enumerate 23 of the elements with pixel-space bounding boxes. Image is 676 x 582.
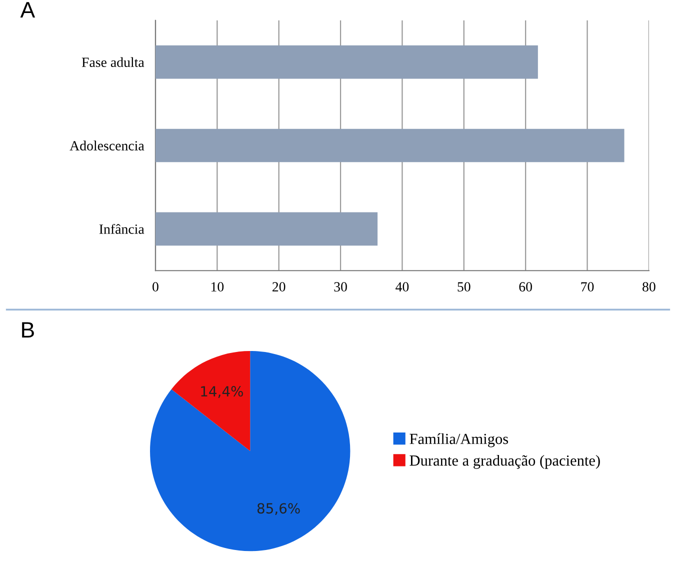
bar bbox=[155, 212, 378, 246]
x-tick-label: 70 bbox=[581, 282, 594, 292]
bar bbox=[155, 45, 538, 79]
y-tick-label: Infância bbox=[99, 224, 144, 234]
x-tick-label: 0 bbox=[152, 282, 158, 292]
x-tick-label: 40 bbox=[396, 282, 409, 292]
pie-slice bbox=[150, 350, 350, 552]
x-tick-label: 20 bbox=[272, 282, 286, 292]
legend-label: Família/Amigos bbox=[410, 433, 508, 448]
chart-title: A bbox=[20, 2, 36, 18]
data-label: 85,6% bbox=[257, 503, 300, 516]
y-tick-label: Fase adulta bbox=[82, 57, 144, 68]
legend-label: Durante a graduação (paciente) bbox=[410, 454, 600, 469]
x-tick-label: 50 bbox=[458, 282, 470, 292]
bar bbox=[155, 128, 624, 162]
x-tick-label: 60 bbox=[519, 282, 532, 292]
x-tick-label: 10 bbox=[211, 282, 224, 292]
pie-slice bbox=[171, 350, 250, 452]
data-label: 14,4% bbox=[201, 386, 243, 398]
x-tick-label: 30 bbox=[334, 282, 347, 292]
y-tick-label: Adolescencia bbox=[70, 140, 144, 150]
chart-title: B bbox=[22, 322, 34, 338]
x-tick-label: 80 bbox=[642, 282, 656, 292]
